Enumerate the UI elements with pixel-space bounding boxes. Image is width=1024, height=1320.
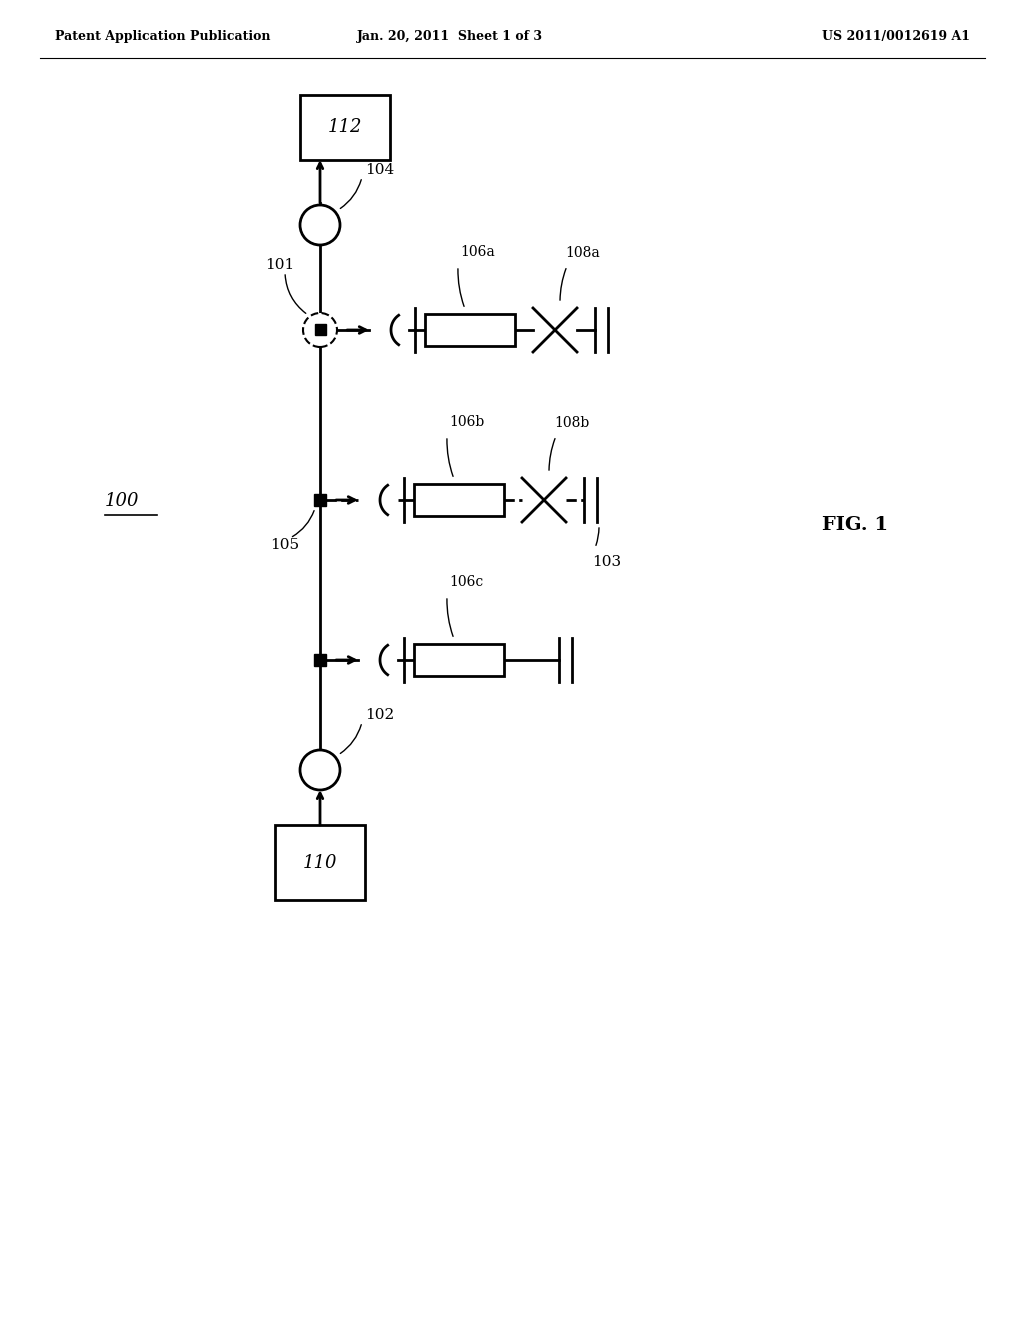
Text: 108a: 108a <box>565 246 600 260</box>
Text: 105: 105 <box>270 539 299 552</box>
Text: 100: 100 <box>105 492 139 510</box>
Text: Jan. 20, 2011  Sheet 1 of 3: Jan. 20, 2011 Sheet 1 of 3 <box>357 30 543 44</box>
Bar <box>314 653 326 667</box>
Text: 106c: 106c <box>449 576 483 589</box>
Circle shape <box>303 313 337 347</box>
Text: Patent Application Publication: Patent Application Publication <box>55 30 270 44</box>
Bar <box>414 484 504 516</box>
Bar <box>314 325 326 335</box>
Text: 102: 102 <box>365 708 394 722</box>
Text: 108b: 108b <box>554 416 589 430</box>
Bar <box>275 825 365 900</box>
Bar <box>414 644 504 676</box>
Circle shape <box>300 750 340 789</box>
Text: 106b: 106b <box>449 414 484 429</box>
Text: FIG. 1: FIG. 1 <box>822 516 888 535</box>
Bar <box>300 95 390 160</box>
Text: 106a: 106a <box>460 246 495 259</box>
Bar <box>425 314 515 346</box>
Circle shape <box>300 205 340 246</box>
Text: 103: 103 <box>592 554 622 569</box>
Bar <box>314 494 326 506</box>
Text: 101: 101 <box>265 257 294 272</box>
Text: US 2011/0012619 A1: US 2011/0012619 A1 <box>822 30 970 44</box>
Text: 110: 110 <box>303 854 337 871</box>
Text: 112: 112 <box>328 119 362 136</box>
Text: 104: 104 <box>365 162 394 177</box>
